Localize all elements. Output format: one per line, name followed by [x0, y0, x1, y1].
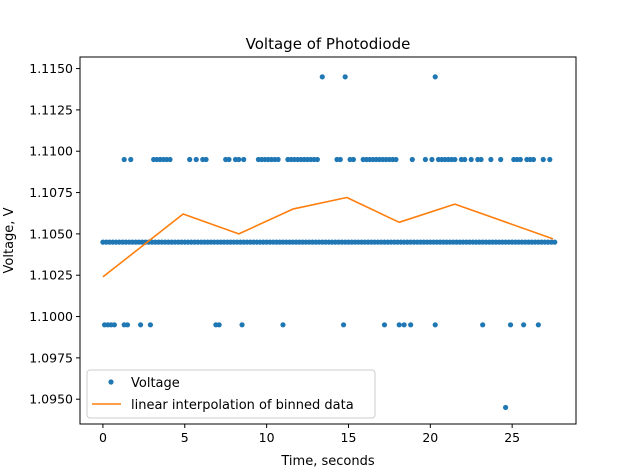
- voltage-point: [408, 322, 414, 328]
- voltage-point: [280, 322, 286, 328]
- voltage-point: [236, 156, 242, 163]
- x-axis-title: Time, seconds: [280, 454, 374, 469]
- y-tick-label: 1.1025: [29, 268, 73, 283]
- voltage-point: [478, 156, 484, 163]
- x-tick-label: 10: [259, 430, 275, 445]
- x-axis: 0 5 10 15 20 25: [99, 424, 520, 445]
- voltage-point: [241, 156, 247, 163]
- voltage-point: [121, 156, 127, 163]
- voltage-point: [452, 156, 458, 163]
- voltage-point: [488, 156, 494, 163]
- voltage-point: [507, 322, 514, 328]
- y-tick-label: 1.1150: [29, 61, 73, 76]
- x-tick-label: 5: [181, 430, 189, 445]
- y-axis: 1.0950 1.0975 1.1000 1.1025 1.1050 1.1075 1.11…: [29, 61, 80, 407]
- legend-marker-voltage: [108, 379, 114, 385]
- voltage-point: [547, 156, 553, 163]
- series-layer: [100, 74, 558, 411]
- voltage-point: [314, 156, 320, 163]
- voltage-point: [409, 156, 415, 163]
- legend-label-interpolation: linear interpolation of binned data: [131, 398, 354, 413]
- x-tick-label: 25: [504, 430, 520, 445]
- voltage-point: [540, 156, 546, 163]
- y-tick-label: 1.1000: [29, 309, 73, 324]
- legend-label-voltage: Voltage: [131, 376, 180, 391]
- y-tick-label: 1.1100: [29, 144, 73, 159]
- plot-frame: [79, 56, 577, 425]
- voltage-point: [350, 156, 356, 163]
- voltage-point: [498, 156, 504, 163]
- voltage-point: [396, 322, 402, 328]
- voltage-point: [319, 74, 325, 80]
- voltage-point: [517, 156, 523, 163]
- voltage-point: [167, 156, 173, 163]
- voltage-point: [193, 156, 199, 163]
- voltage-point: [275, 156, 281, 163]
- y-tick-label: 1.1125: [29, 102, 73, 117]
- voltage-point: [381, 322, 388, 328]
- voltage-point: [422, 156, 428, 163]
- chart-title: Voltage of Photodiode: [246, 35, 411, 53]
- voltage-point: [432, 74, 438, 80]
- voltage-point: [216, 322, 222, 328]
- voltage-point: [111, 322, 117, 328]
- voltage-point: [337, 156, 343, 163]
- legend: Voltage linear interpolation of binned d…: [86, 369, 376, 419]
- voltage-point: [342, 74, 348, 80]
- voltage-point: [203, 156, 209, 163]
- x-tick-label: 0: [99, 430, 107, 445]
- voltage-point: [521, 322, 527, 328]
- voltage-point: [468, 156, 474, 163]
- voltage-point: [340, 322, 347, 328]
- voltage-point: [530, 156, 537, 163]
- voltage-point: [429, 156, 435, 163]
- interpolation-line: [102, 196, 554, 278]
- voltage-point: [503, 404, 509, 411]
- voltage-point: [128, 156, 134, 163]
- y-axis-title: Voltage, V: [2, 207, 17, 273]
- voltage-point: [226, 156, 232, 163]
- voltage-point: [393, 156, 399, 163]
- x-tick-label: 15: [341, 430, 357, 445]
- voltage-point: [124, 322, 131, 328]
- voltage-point: [187, 156, 193, 163]
- voltage-point: [535, 322, 541, 328]
- voltage-point: [480, 322, 486, 328]
- voltage-point: [239, 322, 245, 328]
- y-tick-label: 1.0975: [29, 350, 73, 365]
- voltage-point: [147, 322, 153, 328]
- legend-box: [86, 369, 376, 419]
- voltage-point: [137, 322, 144, 328]
- y-tick-label: 1.0950: [29, 392, 73, 407]
- y-tick-label: 1.1075: [29, 185, 73, 200]
- voltage-point: [432, 322, 438, 328]
- x-tick-label: 20: [422, 430, 438, 445]
- voltage-point: [462, 156, 468, 163]
- voltage-points: [100, 74, 558, 411]
- y-tick-label: 1.1050: [29, 226, 73, 241]
- voltage-point: [401, 322, 407, 328]
- voltage-point: [552, 239, 558, 245]
